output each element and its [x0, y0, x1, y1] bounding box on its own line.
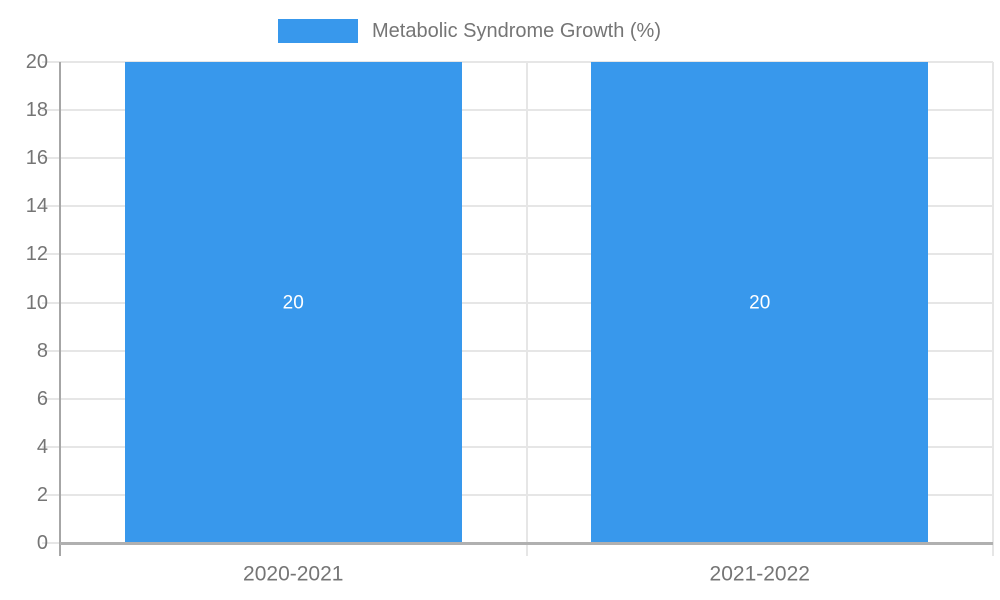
- bar-value-label: 20: [749, 292, 771, 313]
- y-tick-label: 6: [36, 387, 48, 410]
- gridline-y-14: [42, 205, 993, 208]
- bar-2021-2022: [591, 62, 929, 543]
- gridline-y-4: [42, 445, 993, 448]
- y-tick-label: 14: [25, 195, 48, 218]
- y-tick-label: 16: [25, 147, 48, 170]
- x-category-label: 2020-2021: [243, 562, 344, 586]
- bar-2020-2021: [124, 62, 462, 543]
- y-tick-label: 0: [36, 532, 48, 554]
- gridline-y-20: [42, 61, 993, 63]
- y-tick-label: 2: [36, 483, 48, 506]
- x-axis-baseline: [60, 542, 993, 545]
- gridline-y-10: [42, 301, 993, 304]
- gridline-y-18: [42, 109, 993, 112]
- y-tick-label: 20: [25, 51, 48, 73]
- gridline-y-2: [42, 493, 993, 496]
- gridline-y-8: [42, 349, 993, 352]
- y-tick-label: 4: [36, 435, 48, 458]
- y-tick-label: 12: [25, 243, 48, 266]
- y-tick-label: 18: [25, 99, 48, 122]
- legend[interactable]: Metabolic Syndrome Growth (%): [278, 19, 661, 43]
- gridline-x-right: [992, 62, 994, 556]
- y-tick-label: 8: [36, 339, 48, 362]
- legend-swatch: [278, 19, 358, 43]
- y-axis-line: [59, 62, 61, 556]
- gridline-y-12: [42, 253, 993, 256]
- gridline-x-boundary: [525, 62, 528, 556]
- legend-label: Metabolic Syndrome Growth (%): [372, 20, 661, 42]
- bar-value-label: 20: [282, 292, 304, 313]
- gridline-y-16: [42, 157, 993, 160]
- gridline-y-6: [42, 397, 993, 400]
- y-tick-label: 10: [25, 291, 48, 314]
- x-category-label: 2021-2022: [709, 562, 810, 586]
